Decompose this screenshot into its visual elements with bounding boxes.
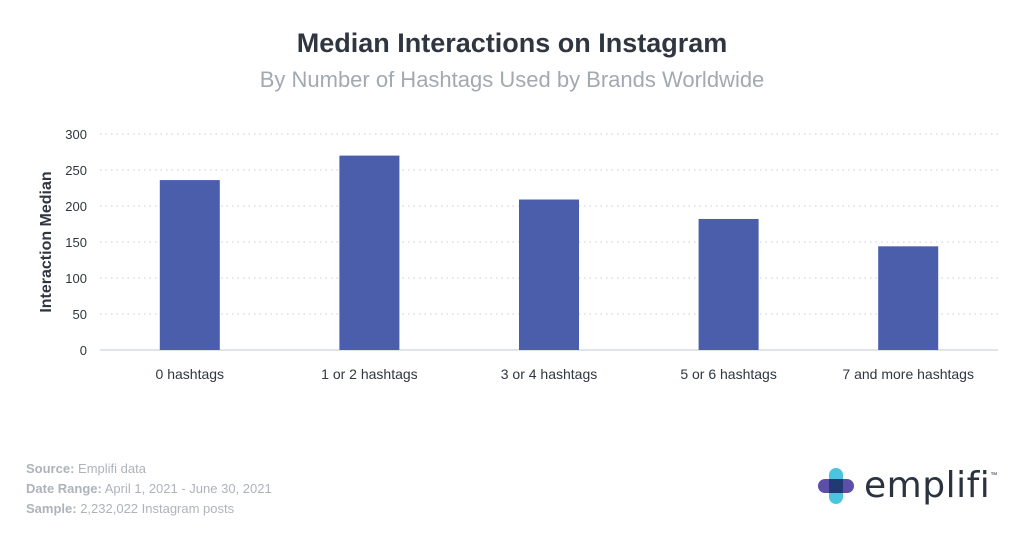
y-axis-label: Interaction Median (38, 171, 55, 312)
x-tick-label: 0 hashtags (156, 366, 225, 382)
y-tick-label: 250 (65, 163, 87, 178)
sample-value: 2,232,022 Instagram posts (76, 501, 235, 516)
y-tick-label: 50 (73, 307, 87, 322)
footer: Source: Emplifi data Date Range: April 1… (26, 459, 272, 519)
chart-subtitle: By Number of Hashtags Used by Brands Wor… (259, 67, 765, 92)
bar (698, 218, 759, 350)
x-tick-label: 5 or 6 hashtags (680, 366, 777, 382)
source-key: Source: (26, 461, 75, 476)
x-tick-label: 1 or 2 hashtags (321, 366, 418, 382)
bar (159, 180, 220, 350)
date-range-value: April 1, 2021 - June 30, 2021 (101, 481, 272, 496)
bar (519, 199, 579, 350)
x-tick-label: 3 or 4 hashtags (501, 366, 598, 382)
chart-title: Median Interactions on Instagram (296, 28, 728, 58)
x-tick-label: 7 and more hashtags (842, 366, 974, 382)
sample-line: Sample: 2,232,022 Instagram posts (26, 499, 272, 519)
date-range-key: Date Range: (26, 481, 102, 496)
trademark: ™ (990, 472, 998, 479)
emplifi-logo: emplifi ™ (818, 466, 997, 506)
bar-chart: 0 50 100 150 200 250 300 0 hashtags 1 or 2 hasht… (38, 127, 998, 382)
emplifi-logo-icon (818, 468, 854, 504)
date-range-line: Date Range: April 1, 2021 - June 30, 202… (26, 479, 272, 499)
y-tick-label: 150 (65, 235, 87, 250)
bar (339, 155, 400, 350)
emplifi-logo-text: emplifi (864, 465, 991, 506)
source-line: Source: Emplifi data (26, 459, 272, 479)
y-tick-label: 200 (65, 199, 87, 214)
source-value: Emplifi data (74, 461, 146, 476)
y-tick-label: 0 (80, 343, 87, 358)
y-tick-label: 100 (65, 271, 87, 286)
bar (878, 246, 939, 350)
sample-key: Sample: (26, 501, 77, 516)
y-tick-label: 300 (65, 127, 87, 142)
